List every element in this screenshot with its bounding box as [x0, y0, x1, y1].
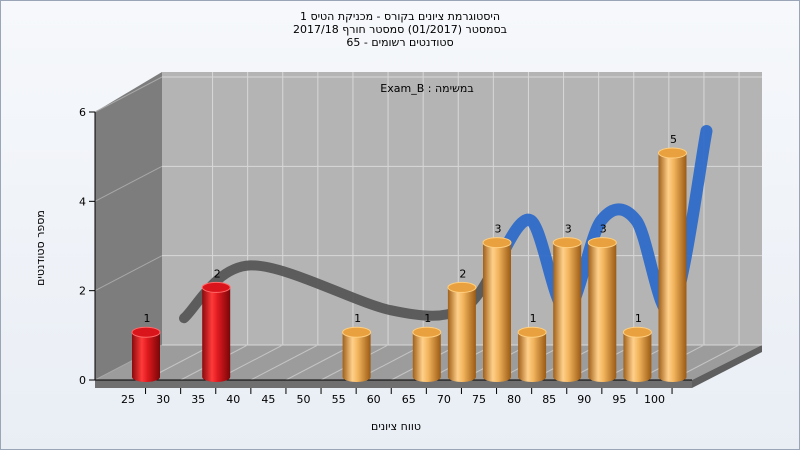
y-tick-label: 0 — [79, 374, 86, 387]
chart-title-line-3: סטודנטים רשומים - 65 — [346, 36, 454, 49]
bar-100 — [658, 147, 687, 382]
bar-top — [482, 237, 512, 249]
bar-body — [132, 332, 160, 382]
bar-value-label: 5 — [670, 133, 677, 146]
bar-55 — [342, 326, 372, 382]
floor-side-edge — [692, 345, 762, 388]
x-tick-label: 50 — [297, 393, 311, 406]
left-wall — [95, 72, 162, 380]
tick-labels: 0 2 4 6 25 30 35 40 45 50 55 60 65 70 75 80 85 90 95 100 — [79, 106, 665, 406]
bar-value-label: 1 — [424, 312, 431, 325]
x-tick-label: 45 — [261, 393, 275, 406]
bar-body — [483, 242, 511, 382]
x-tick-label: 100 — [644, 393, 665, 406]
bar-top — [201, 281, 231, 293]
bar-top — [447, 281, 477, 293]
bar-body — [518, 332, 547, 382]
x-tick-label: 40 — [226, 393, 240, 406]
bar-35 — [201, 281, 231, 382]
bar-body — [202, 287, 231, 382]
exam-annotation: Exam_B : במשימה — [380, 82, 473, 95]
bar-value-label: 3 — [495, 223, 502, 236]
x-tick-label: 80 — [507, 393, 521, 406]
bar-body — [342, 332, 371, 382]
chart-title-line-2: בסמסטר (01/2017) סמסטר חורף 2017/18 — [293, 23, 507, 36]
x-tick-label: 55 — [332, 393, 346, 406]
floor-grid-line — [250, 344, 319, 381]
bars — [131, 147, 687, 382]
bar-value-label: 3 — [600, 223, 607, 236]
data-labels: 1 2 1 1 2 3 1 3 3 1 5 — [144, 133, 678, 325]
x-tick-label: 35 — [191, 393, 205, 406]
y-axis-label: מספר סטודנטים — [34, 210, 47, 286]
bar-top — [131, 326, 161, 338]
bar-value-label: 1 — [144, 312, 151, 325]
grid-line-side — [94, 165, 163, 202]
x-tick-label: 85 — [542, 393, 556, 406]
bar-body — [447, 287, 476, 382]
bar-value-label: 2 — [214, 267, 221, 280]
x-tick-label: 75 — [472, 393, 486, 406]
bar-value-label: 1 — [530, 312, 537, 325]
bar-value-label: 1 — [354, 312, 361, 325]
y-tick-label: 6 — [79, 106, 86, 119]
bar-value-label: 3 — [565, 223, 572, 236]
x-tick-label: 95 — [612, 393, 626, 406]
bar-top — [412, 326, 442, 338]
bar-body — [623, 332, 652, 382]
floor-front-edge — [95, 380, 692, 388]
bar-75 — [482, 237, 512, 382]
x-tick-label: 25 — [121, 393, 135, 406]
x-axis-label: טווח ציונים — [371, 420, 421, 433]
y-tick-label: 4 — [79, 195, 86, 208]
floor-grid-line — [285, 344, 354, 381]
bar-85 — [552, 237, 582, 382]
bar-body — [588, 242, 617, 382]
grid-line-side — [94, 76, 163, 113]
bar-95 — [622, 326, 652, 382]
bar-top — [587, 237, 617, 249]
bar-top — [552, 237, 582, 249]
grid-line-side — [94, 255, 163, 292]
y-tick-label: 2 — [79, 285, 86, 298]
bar-70 — [447, 281, 477, 382]
bar-top — [517, 326, 547, 338]
chart-title-line-1: היסטוגרמת ציונים בקורס - מכניקת הטיס 1 — [299, 10, 501, 23]
bar-top — [342, 326, 372, 338]
bar-body — [658, 153, 687, 382]
bar-top — [658, 147, 687, 159]
x-tick-label: 70 — [437, 393, 451, 406]
x-tick-label: 90 — [577, 393, 591, 406]
x-tick-label: 30 — [156, 393, 170, 406]
bar-25 — [131, 326, 161, 382]
bar-top — [622, 326, 652, 338]
x-tick-label: 60 — [367, 393, 381, 406]
bar-body — [553, 242, 582, 382]
x-tick-label: 65 — [402, 393, 416, 406]
bar-value-label: 1 — [635, 312, 642, 325]
bar-body — [412, 332, 441, 382]
bar-90 — [587, 237, 617, 382]
bar-65 — [412, 326, 442, 382]
bar-80 — [517, 326, 547, 382]
bar-value-label: 2 — [459, 267, 466, 280]
